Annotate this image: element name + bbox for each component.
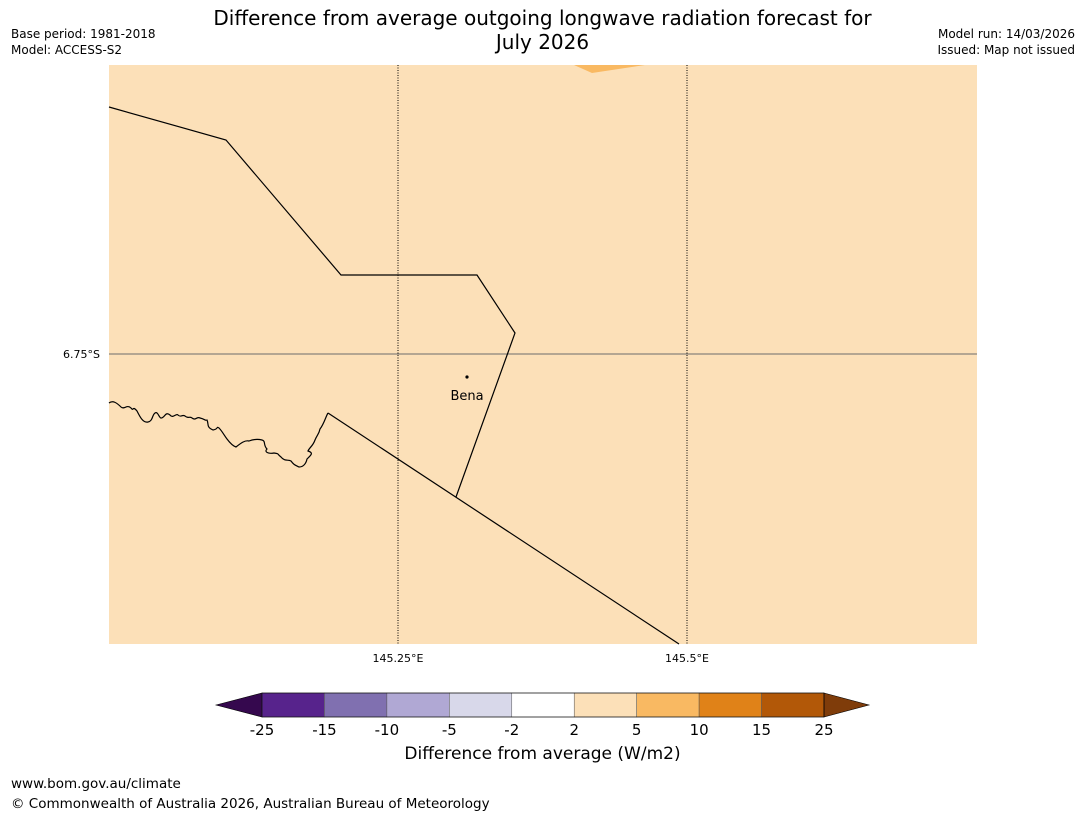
- colorbar-cell: [761, 692, 825, 718]
- colorbar-tick-label: -10: [375, 721, 400, 739]
- colorbar-tick-label: 5: [632, 721, 642, 739]
- map-title: Difference from average outgoing longwav…: [0, 6, 1085, 54]
- footer-url: www.bom.gov.au/climate: [11, 776, 181, 792]
- longitude-label-145-5: 145.5°E: [665, 652, 709, 665]
- anomaly-patch: [574, 65, 645, 73]
- colorbar-tick-label: 25: [814, 721, 833, 739]
- colorbar-tick-label: -25: [250, 721, 275, 739]
- metadata-right: Model run: 14/03/2026 Issued: Map not is…: [937, 26, 1075, 58]
- colorbar-over-arrow: [823, 692, 871, 718]
- longitude-label-145-25: 145.25°E: [373, 652, 424, 665]
- colorbar-tick-label: 2: [569, 721, 579, 739]
- latitude-label: 6.75°S: [63, 348, 100, 361]
- bena-label: Bena: [450, 389, 483, 404]
- metadata-left: Base period: 1981-2018 Model: ACCESS-S2: [11, 26, 156, 58]
- colorbar-cell: [511, 692, 575, 718]
- model-run-text: Model run: 14/03/2026: [937, 27, 1075, 41]
- footer-copyright: © Commonwealth of Australia 2026, Austra…: [11, 796, 490, 812]
- colorbar-tick-label: -5: [442, 721, 457, 739]
- coastline: [108, 401, 329, 468]
- colorbar-cell: [324, 692, 388, 718]
- colorbar-cell: [636, 692, 700, 718]
- footer: www.bom.gov.au/climate © Commonwealth of…: [11, 774, 490, 814]
- colorbar-cell: [698, 692, 762, 718]
- title-line-1: Difference from average outgoing longwav…: [213, 6, 872, 30]
- colorbar-tick-label: -15: [312, 721, 337, 739]
- district-boundary: [327, 412, 680, 645]
- model-text: Model: ACCESS-S2: [11, 43, 123, 57]
- issued-text: Issued: Map not issued: [937, 43, 1075, 57]
- base-period-text: Base period: 1981-2018: [11, 27, 156, 41]
- colorbar-label: Difference from average (W/m2): [404, 744, 681, 764]
- province-boundary: [108, 106, 516, 498]
- title-line-2: July 2026: [495, 30, 590, 54]
- colorbar-cell: [261, 692, 325, 718]
- colorbar-cell: [386, 692, 450, 718]
- colorbar-tick-label: 15: [752, 721, 771, 739]
- colorbar-outline: [261, 692, 825, 718]
- colorbar: -25 -15 -10 -5 -2 2 5 10 15 25: [214, 692, 871, 739]
- colorbar-under-arrow: [214, 692, 263, 718]
- colorbar-tick-label: 10: [690, 721, 709, 739]
- bena-marker: [465, 375, 469, 379]
- colorbar-tick-label: -2: [504, 721, 519, 739]
- colorbar-cell: [573, 692, 637, 718]
- colorbar-cell: [449, 692, 513, 718]
